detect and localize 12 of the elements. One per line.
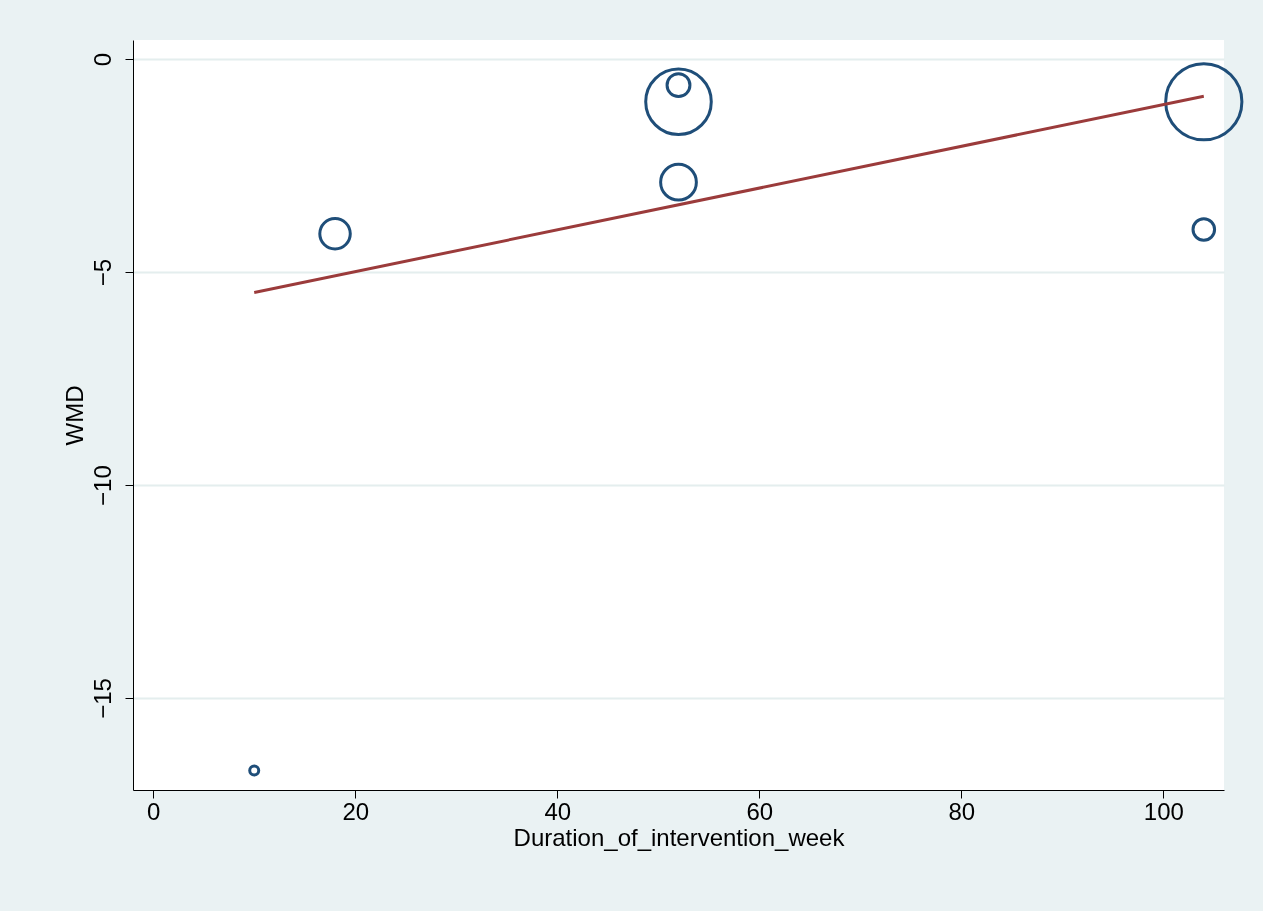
y-tick-label: 0 — [88, 52, 116, 67]
x-tick-label: 100 — [1143, 797, 1184, 825]
x-axis-title: Duration_of_intervention_week — [513, 823, 846, 851]
x-tick-label: 20 — [342, 797, 370, 825]
x-tick-label: 0 — [147, 797, 161, 825]
x-tick-label: 80 — [948, 797, 976, 825]
y-tick-label: −5 — [88, 258, 116, 287]
y-tick-label: −15 — [88, 678, 116, 719]
y-tick-label: −10 — [88, 465, 116, 506]
x-tick-label: 60 — [746, 797, 774, 825]
x-tick-label: 40 — [544, 797, 572, 825]
y-axis-title: WMD — [60, 385, 88, 446]
